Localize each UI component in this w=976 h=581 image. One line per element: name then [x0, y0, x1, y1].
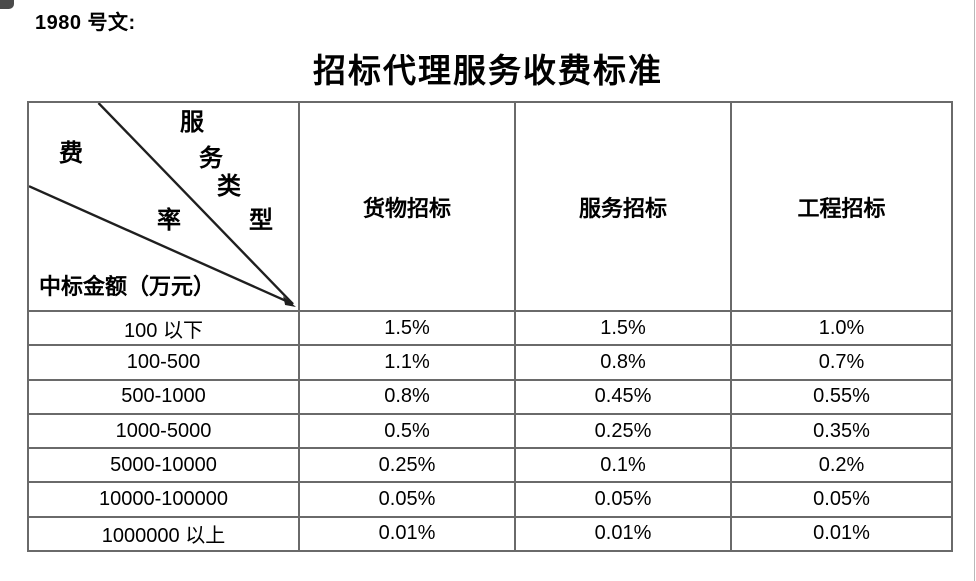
rate-cell: 0.5%: [298, 412, 516, 450]
page-title: 招标代理服务收费标准: [313, 54, 663, 90]
amount-range-cell: 1000000 以上: [27, 515, 300, 553]
table-row: 1000000 以上 0.01% 0.01% 0.01%: [27, 515, 953, 553]
corner-label-fee-rate-char: 费: [59, 141, 83, 167]
column-header-works: 工程招标: [730, 101, 953, 312]
table-row: 1000-5000 0.5% 0.25% 0.35%: [27, 412, 953, 450]
table-row: 500-1000 0.8% 0.45% 0.55%: [27, 378, 953, 415]
rate-cell: 0.05%: [730, 481, 953, 518]
corner-label-service-type-char: 类: [217, 174, 241, 200]
page-edge-line: [974, 0, 975, 581]
diagonal-lines: [30, 104, 297, 308]
amount-range-cell: 1000-5000: [27, 412, 300, 450]
rate-cell: 0.05%: [514, 481, 732, 518]
amount-range-cell: 100-500: [27, 344, 300, 381]
rate-cell: 0.2%: [730, 447, 953, 484]
corner-label-service-type-char: 型: [249, 208, 273, 234]
rate-cell: 0.05%: [298, 481, 516, 518]
amount-range-cell: 5000-10000: [27, 447, 300, 484]
amount-range-cell: 100 以下: [27, 309, 300, 347]
rate-cell: 0.25%: [514, 412, 732, 450]
table-row: 100-500 1.1% 0.8% 0.7%: [27, 344, 953, 381]
rate-cell: 0.8%: [298, 378, 516, 415]
screen-corner-artifact: [0, 0, 14, 9]
rate-cell: 0.1%: [514, 447, 732, 484]
rate-cell: 0.25%: [298, 447, 516, 484]
rate-cell: 0.45%: [514, 378, 732, 415]
fee-standard-table: 服 务 类 型 费 率 中标金额（万元） 货物招标 服务招标 工程招标 100 …: [27, 101, 953, 553]
corner-label-service-type-char: 务: [199, 146, 223, 172]
rate-cell: 0.7%: [730, 344, 953, 381]
rate-cell: 1.5%: [298, 309, 516, 347]
table-row: 5000-10000 0.25% 0.1% 0.2%: [27, 447, 953, 484]
rate-cell: 0.01%: [730, 515, 953, 553]
rate-cell: 0.01%: [514, 515, 732, 553]
column-header-goods: 货物招标: [298, 101, 516, 312]
rate-cell: 1.0%: [730, 309, 953, 347]
rate-cell: 1.1%: [298, 344, 516, 381]
corner-axis-label: 中标金额（万元）: [39, 274, 216, 299]
rate-cell: 0.8%: [514, 344, 732, 381]
document-reference: 1980 号文:: [35, 12, 136, 34]
amount-range-cell: 500-1000: [27, 378, 300, 415]
arrowhead-icon: [283, 296, 297, 308]
diagonal-corner-cell: 服 务 类 型 费 率 中标金额（万元）: [27, 101, 300, 312]
rate-cell: 0.35%: [730, 412, 953, 450]
table-header-row: 服 务 类 型 费 率 中标金额（万元） 货物招标 服务招标 工程招标: [27, 101, 953, 312]
rate-cell: 0.55%: [730, 378, 953, 415]
rate-cell: 1.5%: [514, 309, 732, 347]
table-row: 100 以下 1.5% 1.5% 1.0%: [27, 309, 953, 347]
table-row: 10000-100000 0.05% 0.05% 0.05%: [27, 481, 953, 518]
rate-cell: 0.01%: [298, 515, 516, 553]
amount-range-cell: 10000-100000: [27, 481, 300, 518]
corner-label-fee-rate-char: 率: [157, 208, 181, 234]
corner-label-service-type-char: 服: [180, 110, 204, 136]
column-header-services: 服务招标: [514, 101, 732, 312]
